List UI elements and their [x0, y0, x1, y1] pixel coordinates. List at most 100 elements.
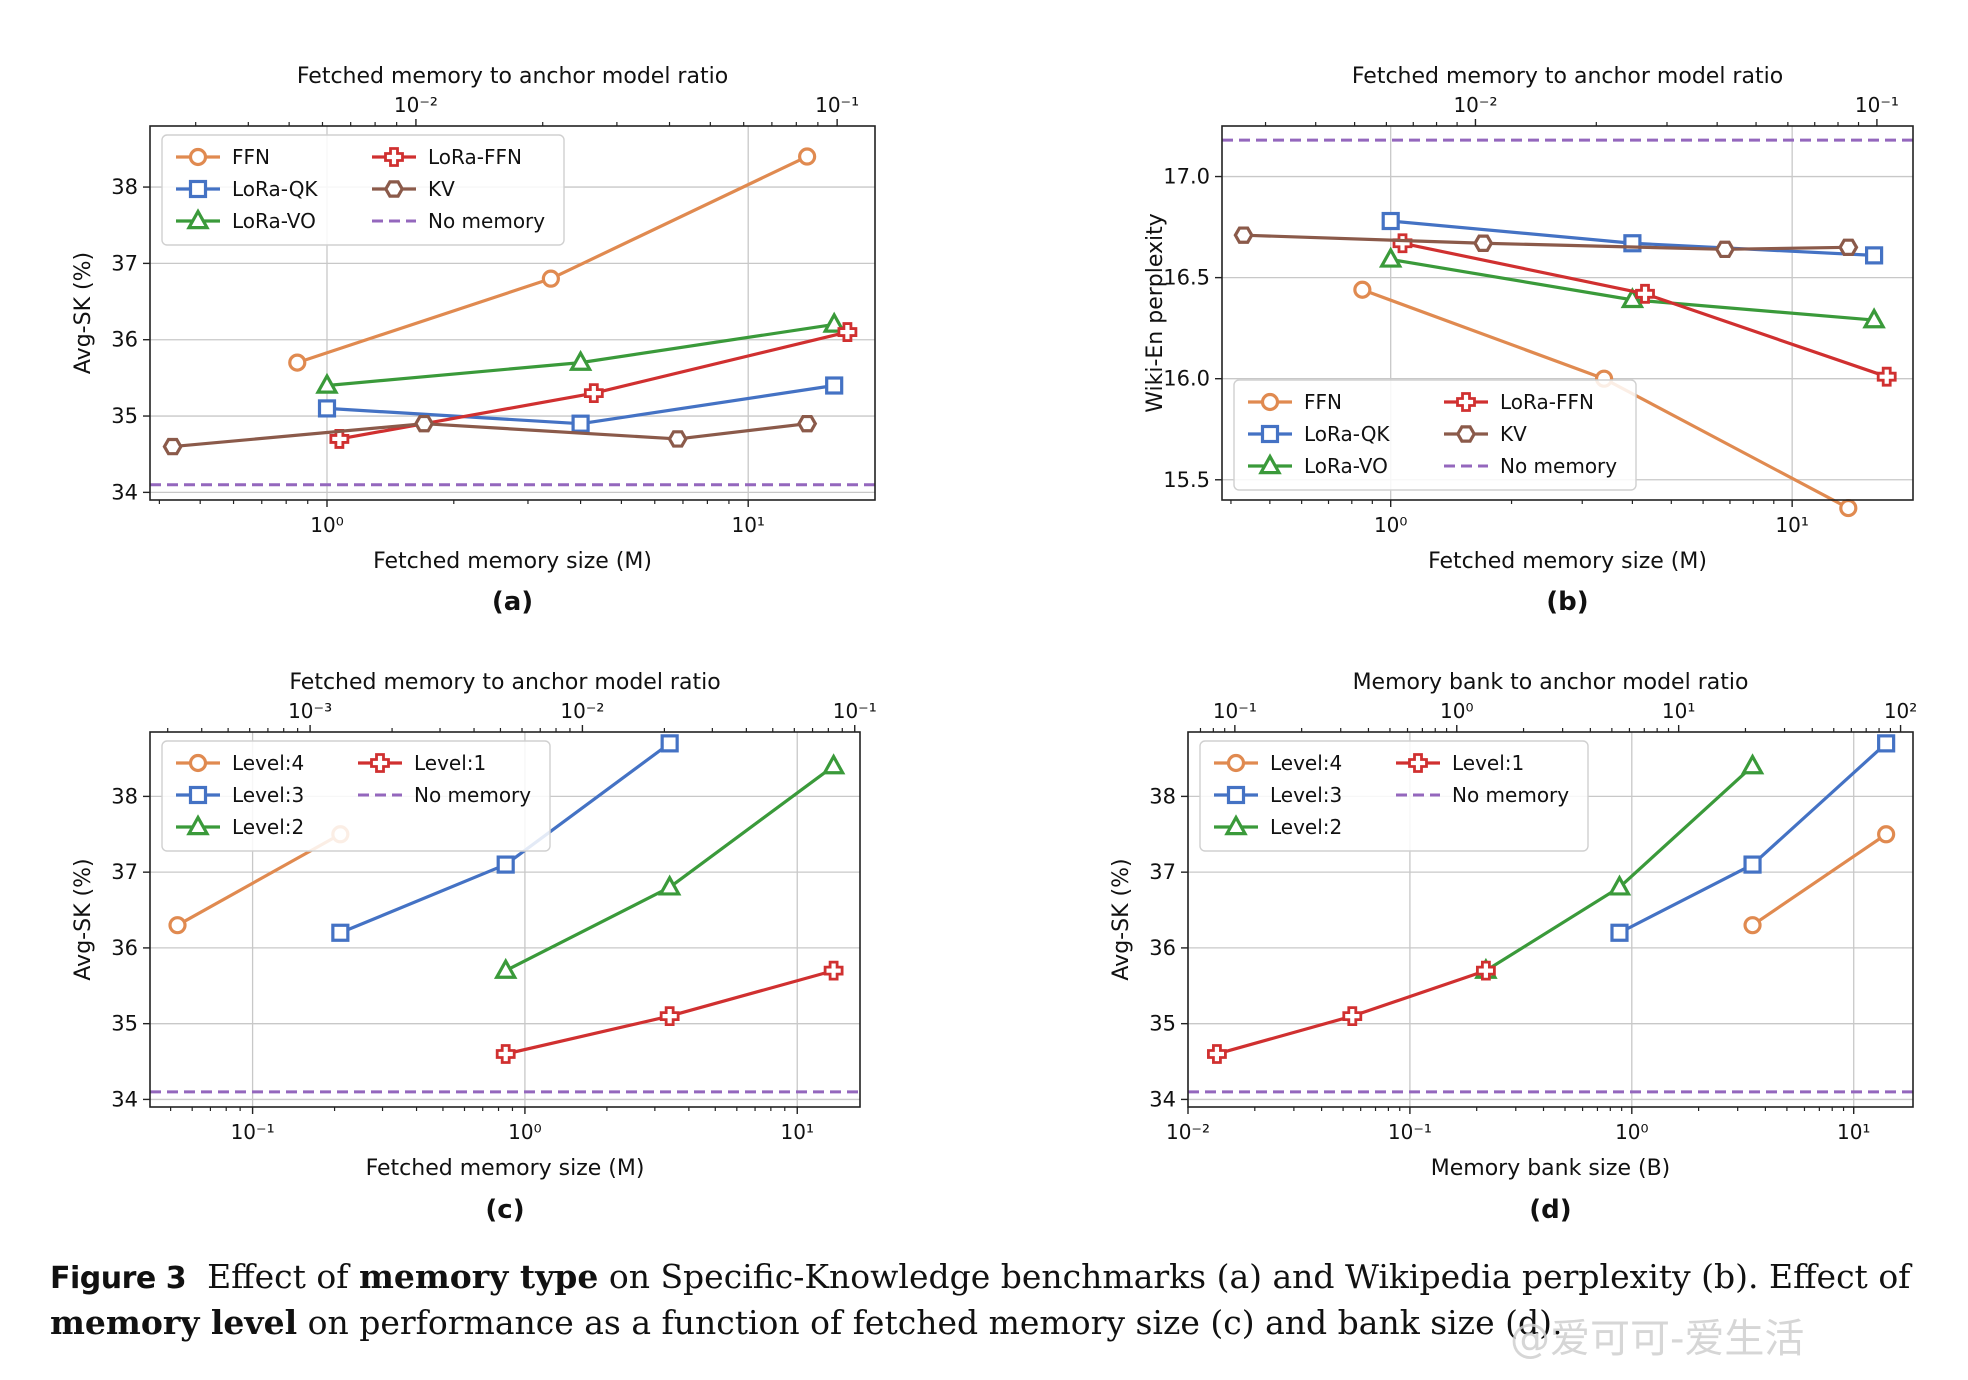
x-tick-label: 10¹ [731, 513, 764, 537]
data-point-level-3 [496, 855, 515, 874]
top-tick-label: 10¹ [1662, 699, 1695, 723]
legend-item: LoRa-FFN [1444, 390, 1594, 414]
data-point-lora-ffn [329, 429, 350, 449]
data-point-level-3 [1743, 855, 1762, 874]
legend-item: Level:2 [1214, 814, 1342, 839]
legend-label: KV [1500, 422, 1527, 446]
data-point-ffn [288, 353, 307, 372]
legend-item: Level:1 [1396, 751, 1524, 775]
x-tick-label: 10⁰ [310, 513, 343, 537]
legend-label: LoRa-FFN [1500, 390, 1594, 414]
y-tick-label: 38 [111, 784, 138, 808]
legend-label: Level:4 [1270, 751, 1342, 775]
data-point-level-1 [659, 1006, 680, 1026]
panel-label: (c) [485, 1195, 524, 1225]
top-tick-label: 10⁻¹ [1213, 699, 1257, 723]
legend-box [161, 740, 551, 852]
data-point-lora-ffn [837, 322, 858, 342]
top-axis-title: Fetched memory to anchor model ratio [289, 670, 720, 695]
y-tick-label: 37 [111, 251, 138, 275]
data-point-kv [162, 437, 183, 456]
data-point-level-2 [821, 753, 846, 775]
data-point-lora-ffn [583, 383, 604, 404]
data-point-level-3 [1610, 923, 1629, 942]
legend-item: Level:3 [176, 783, 304, 807]
data-point-lora-qk [825, 376, 844, 395]
legend-marker [1455, 425, 1477, 443]
y-tick-label: 15.5 [1163, 468, 1210, 492]
data-point-level-3 [331, 923, 350, 942]
data-point-level-3 [660, 734, 679, 753]
data-point-level-4 [1877, 825, 1896, 844]
data-point-lora-qk [1381, 211, 1400, 231]
top-tick-label: 10⁻³ [288, 699, 332, 723]
data-point-lora-qk [571, 414, 590, 433]
data-point-level-1 [1342, 1006, 1363, 1026]
legend-label: Level:1 [414, 751, 486, 775]
top-axis-title: Memory bank to anchor model ratio [1353, 670, 1749, 695]
data-point-level-2 [1740, 753, 1765, 775]
legend-label: Level:1 [1452, 751, 1524, 775]
data-point-ffn [1353, 280, 1372, 299]
data-point-ffn [798, 147, 817, 166]
legend-marker [383, 180, 405, 198]
legend-label: LoRa-VO [232, 209, 316, 233]
data-point-kv [667, 430, 688, 448]
data-point-lora-ffn [1392, 233, 1413, 254]
plot-frame [1221, 125, 1914, 501]
top-tick-label: 10⁻¹ [815, 93, 859, 117]
x-axis-title: Fetched memory size (M) [373, 549, 652, 574]
legend-label: Level:3 [232, 783, 304, 807]
data-point-kv [414, 414, 435, 433]
y-tick-label: 35 [111, 404, 138, 428]
data-point-kv [1473, 234, 1494, 252]
legend-label: No memory [414, 783, 531, 807]
y-axis-title: Avg-SK (%) [71, 858, 96, 980]
data-point-kv [1838, 238, 1859, 256]
x-tick-label: 10⁻¹ [231, 1120, 275, 1144]
data-point-level-3 [1877, 734, 1896, 753]
chart-panel-c: 10⁻¹ 10⁰ 10¹ 10⁻³ 10⁻² 10⁻¹ 34 35 36 37 38 Fetched … [71, 670, 877, 1225]
y-tick-label: 16.0 [1163, 367, 1210, 391]
data-point-level-2 [1607, 874, 1632, 896]
top-axis-title: Fetched memory to anchor model ratio [297, 64, 728, 89]
caption-text-1: Effect of [207, 1257, 349, 1296]
x-tick-label: 10¹ [781, 1120, 814, 1144]
x-tick-label: 10⁰ [508, 1120, 541, 1144]
data-point-level-4 [1743, 916, 1762, 935]
legend-label: LoRa-QK [232, 177, 318, 201]
legend-item: Level:4 [1214, 751, 1342, 775]
legend-item: No memory [1396, 783, 1569, 807]
legend-label: Level:2 [232, 815, 304, 839]
legend-item: KV [372, 177, 455, 201]
top-tick-label: 10⁻² [394, 93, 438, 117]
data-point-lora-vo [568, 349, 593, 371]
legend-marker [188, 147, 208, 167]
legend-marker [1224, 814, 1248, 836]
legend: Level:4 Level:3 Level:2 Level:1 No memory [1199, 740, 1589, 852]
caption-label: Figure 3 [50, 1261, 187, 1296]
legend-item: No memory [372, 209, 545, 233]
series-line-kv [1243, 233, 1849, 251]
caption-bold-memory-level: memory level [50, 1303, 298, 1342]
watermark-text: @爱可可-爱生活 [1510, 1316, 1805, 1362]
top-tick-label: 10⁻¹ [833, 699, 877, 723]
legend-item: No memory [358, 783, 531, 807]
legend-marker [188, 753, 208, 773]
data-point-level-2 [493, 957, 518, 979]
data-point-kv [1233, 226, 1254, 244]
legend-label: LoRa-VO [1304, 454, 1388, 478]
x-tick-label: 10¹ [1775, 513, 1808, 537]
y-tick-label: 37 [111, 860, 138, 884]
legend-item: KV [1444, 422, 1527, 446]
legend-marker [1226, 753, 1246, 773]
legend-item: LoRa-QK [176, 177, 318, 201]
legend: Level:4 Level:3 Level:2 Level:1 No memory [161, 740, 551, 852]
y-axis-title: Wiki-En perplexity [1143, 213, 1168, 413]
series-line-level-4 [1751, 832, 1888, 927]
top-tick-label: 10⁻² [1453, 93, 1497, 117]
legend: FFN LoRa-QK LoRa-VO LoRa-FFN KV No memory [161, 134, 565, 246]
legend-item: LoRa-QK [1248, 422, 1390, 446]
data-point-level-1 [1207, 1044, 1227, 1064]
panel-label: (b) [1546, 587, 1588, 617]
